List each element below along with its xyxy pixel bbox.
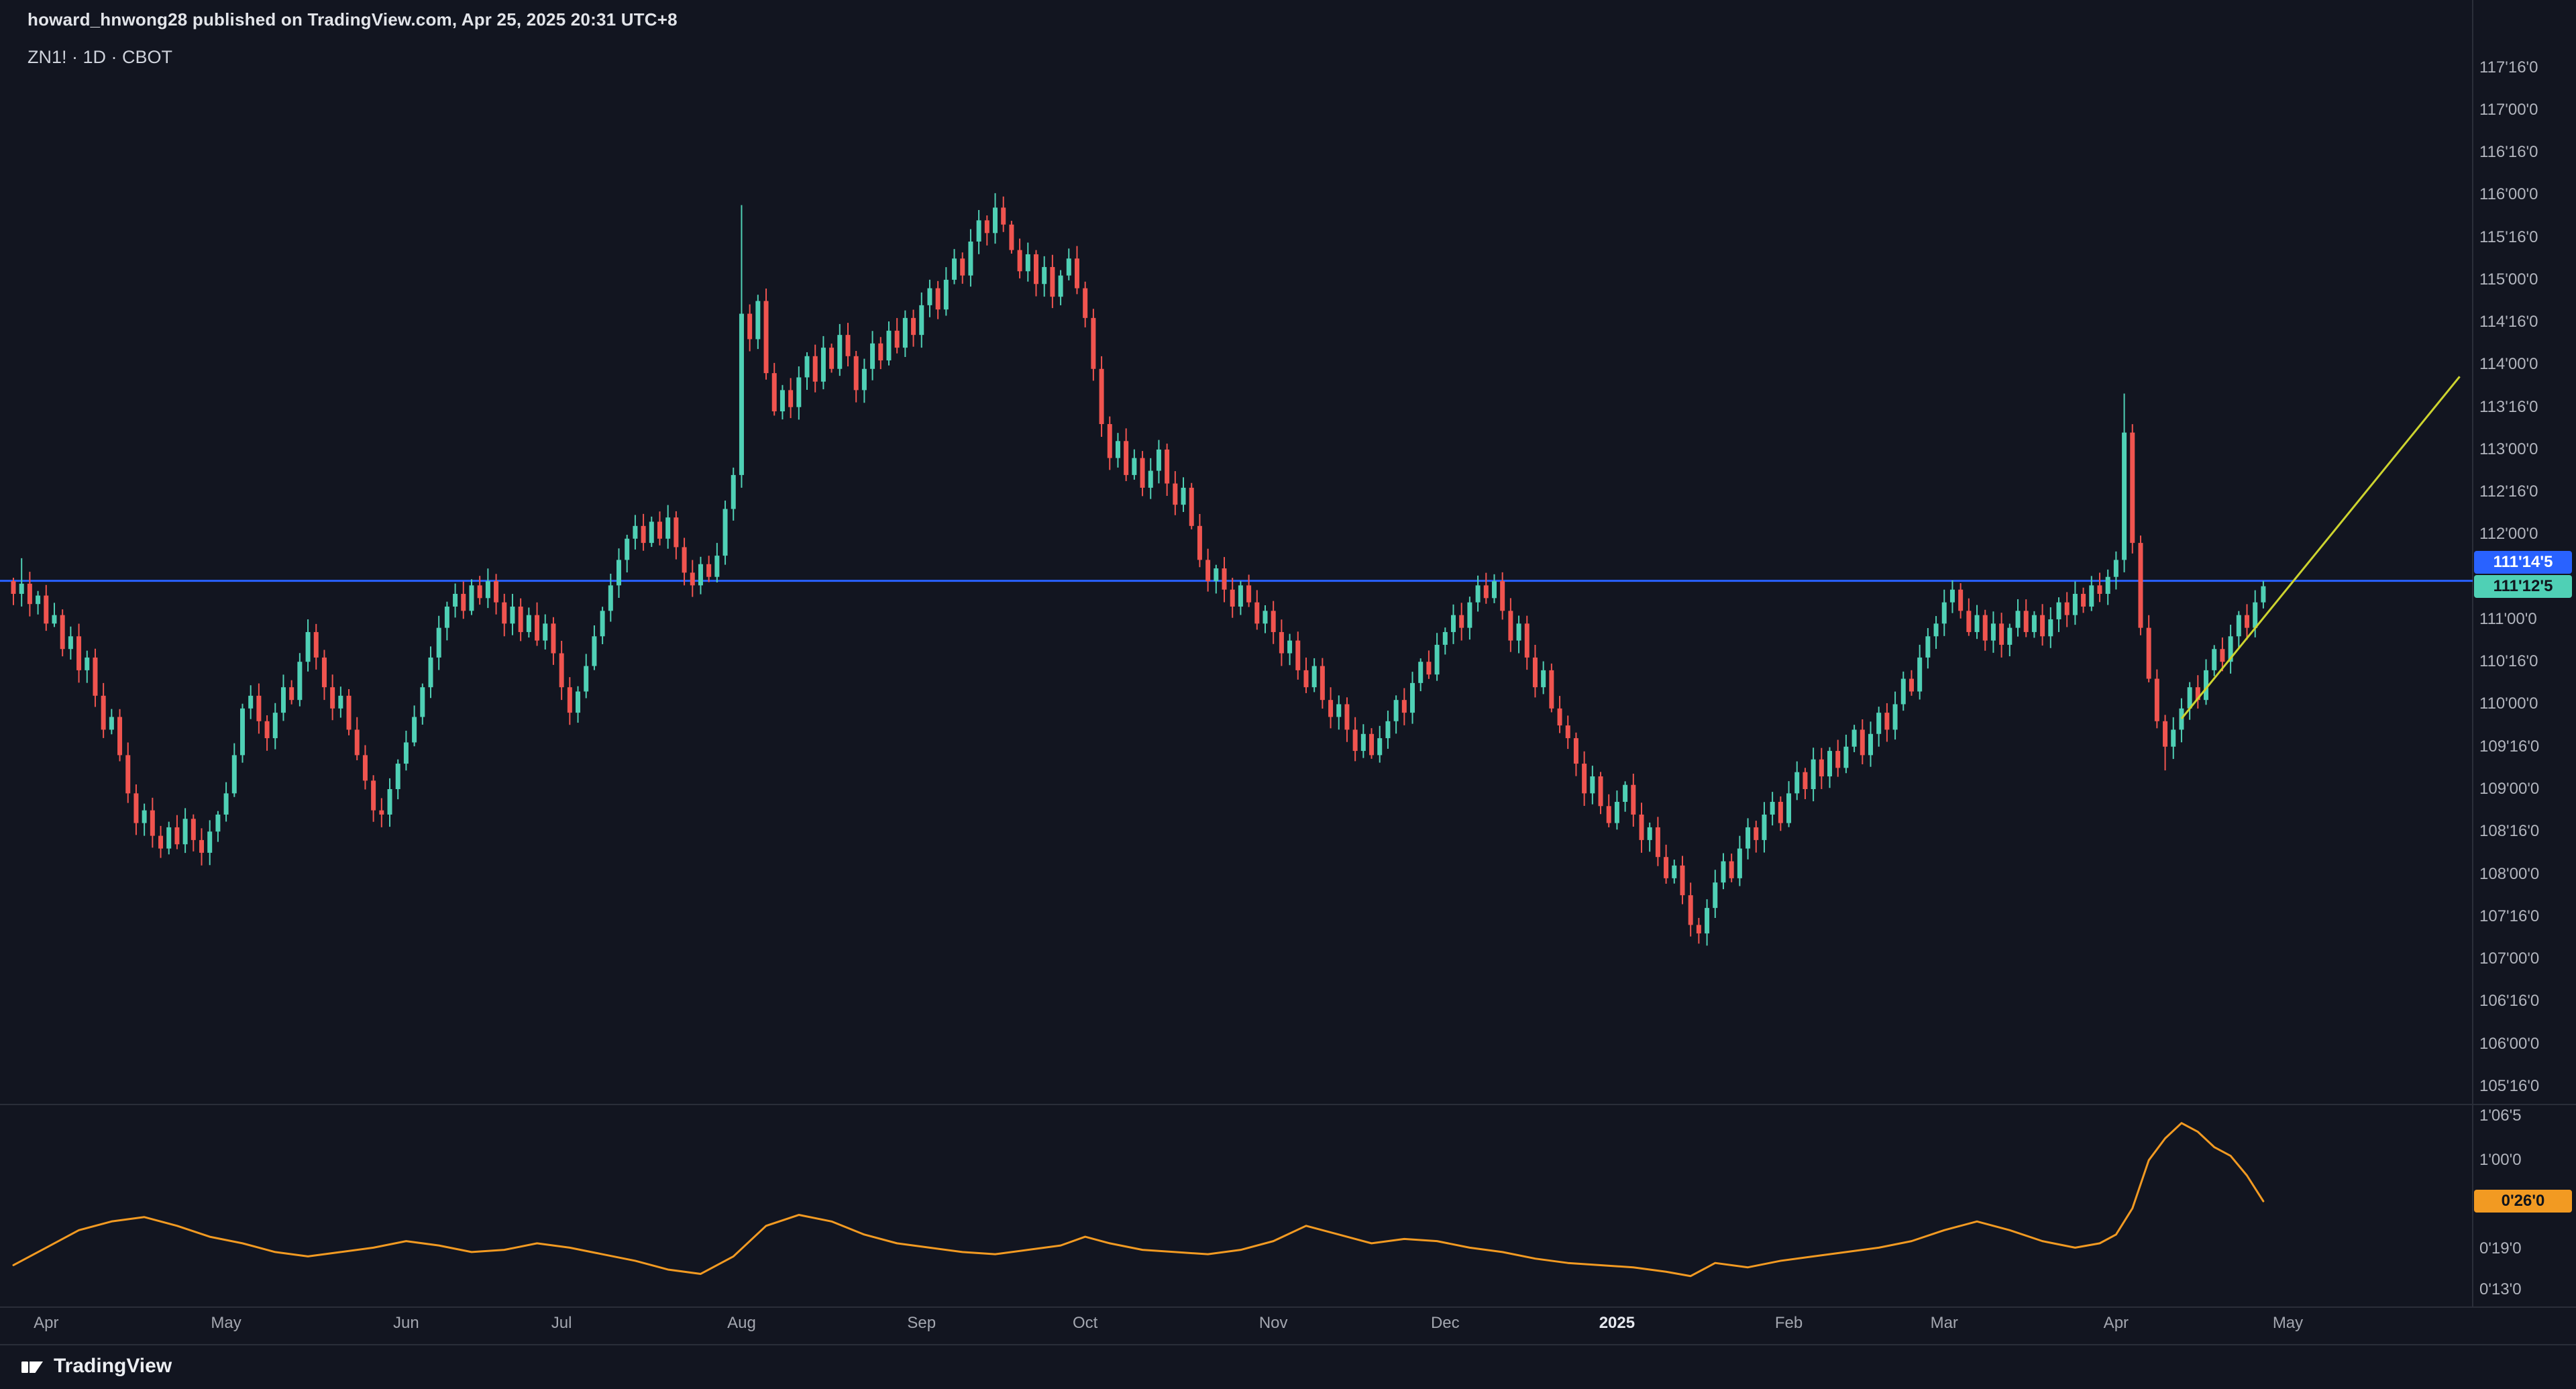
price-axis-label: 114'16'0 — [2479, 313, 2538, 331]
time-axis-label: Oct — [1073, 1314, 1098, 1332]
price-axis-label: 112'00'0 — [2479, 525, 2538, 544]
price-axis-label: 115'00'0 — [2479, 270, 2538, 289]
price-axis-label: 109'16'0 — [2479, 737, 2540, 756]
price-axis-label: 109'00'0 — [2479, 779, 2540, 798]
price-axis-label: 106'16'0 — [2479, 992, 2540, 1011]
price-axis-label: 0'13'0 — [2479, 1280, 2522, 1299]
price-axis-label: 105'16'0 — [2479, 1076, 2540, 1095]
price-axis-label: 116'16'0 — [2479, 143, 2538, 162]
time-axis-label: Apr — [2103, 1314, 2129, 1332]
price-axis-label: 117'16'0 — [2479, 58, 2538, 76]
tradingview-wordmark[interactable]: TradingView — [54, 1355, 172, 1377]
symbol-title: ZN1! · 1D · CBOT — [28, 47, 173, 67]
price-axis-label: 115'16'0 — [2479, 227, 2538, 246]
time-axis-label: Jun — [393, 1314, 419, 1332]
price-axis[interactable]: 117'16'0 117'00'0 116'16'0 116'00'0 115'16'0… — [2473, 0, 2576, 1307]
price-axis-label: 110'16'0 — [2479, 652, 2538, 671]
time-axis-label: Feb — [1774, 1314, 1803, 1332]
time-axis-label: Apr — [34, 1314, 59, 1332]
price-axis-label: 110'00'0 — [2479, 694, 2538, 713]
time-axis-label: Dec — [1430, 1314, 1460, 1332]
price-axis-label: 113'16'0 — [2479, 397, 2538, 416]
time-axis-label: Nov — [1258, 1314, 1288, 1332]
hline-price-label: 111'14'5 — [2474, 550, 2572, 574]
time-axis-label: May — [211, 1314, 241, 1332]
time-axis-label: Aug — [727, 1314, 756, 1332]
price-axis-label: 0'19'0 — [2479, 1239, 2522, 1258]
price-axis-label: 112'16'0 — [2479, 482, 2538, 501]
last-price-label: 111'12'5 — [2474, 574, 2572, 598]
time-axis-label: Mar — [1930, 1314, 1958, 1332]
time-axis-label: Sep — [907, 1314, 936, 1332]
tradingview-logo-icon[interactable] — [20, 1354, 44, 1378]
price-axis-label: 107'16'0 — [2479, 907, 2540, 925]
publish-attribution: howard_hnwong28 published on TradingView… — [28, 9, 678, 30]
price-axis-label: 113'00'0 — [2479, 440, 2538, 458]
time-axis[interactable]: Apr May Jun Jul Aug Sep Oct Nov Dec 2025 Feb Mar Apr… — [0, 1307, 2473, 1345]
time-axis-label: 2025 — [1599, 1314, 1635, 1332]
price-axis-label: 108'16'0 — [2479, 822, 2540, 841]
price-axis-label: 108'00'0 — [2479, 864, 2540, 883]
price-axis-label: 111'00'0 — [2479, 609, 2537, 628]
price-axis-label: 1'06'5 — [2479, 1106, 2522, 1125]
price-axis-label: 1'00'0 — [2479, 1151, 2522, 1170]
price-axis-label: 116'00'0 — [2479, 185, 2538, 204]
footer-attribution: TradingView — [20, 1351, 172, 1381]
time-axis-label: Jul — [551, 1314, 572, 1332]
indicator-value-label: 0'26'0 — [2474, 1190, 2572, 1213]
price-axis-label: 106'00'0 — [2479, 1034, 2540, 1053]
time-axis-label: May — [2272, 1314, 2304, 1332]
price-axis-label: 114'00'0 — [2479, 355, 2538, 374]
price-axis-label: 117'00'0 — [2479, 100, 2538, 119]
price-axis-label: 107'00'0 — [2479, 949, 2540, 968]
